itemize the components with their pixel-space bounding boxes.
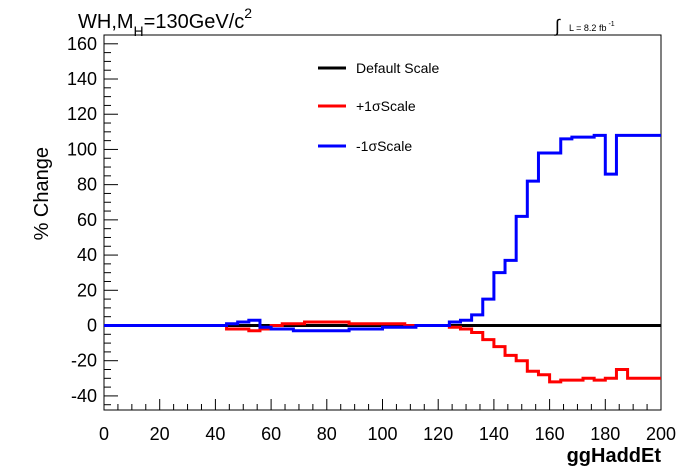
series-layer [104, 133, 661, 384]
x-tick-label: 0 [99, 424, 109, 444]
axis-ticks [103, 34, 662, 410]
x-tick-labels: 0 20 40 60 80 100 120 140 160 180 200 [99, 424, 676, 444]
y-axis-label: % Change [31, 147, 53, 240]
x-tick-label: 140 [479, 424, 509, 444]
y-tick-label: 120 [67, 104, 97, 124]
legend-label-plus1sigma: +1σScale [356, 98, 416, 114]
x-tick-label: 180 [590, 424, 620, 444]
x-tick-label: 160 [535, 424, 565, 444]
legend: Default Scale +1σScale -1σScale [318, 60, 439, 154]
title-main: WH,MH=130GeV/c2 [78, 5, 252, 39]
x-tick-label: 120 [423, 424, 453, 444]
legend-label-default: Default Scale [356, 60, 439, 76]
y-tick-label: -40 [71, 386, 97, 406]
x-tick-label: 20 [150, 424, 170, 444]
x-tick-label: 200 [646, 424, 676, 444]
y-tick-label: 80 [77, 175, 97, 195]
chart-title: WH,MH=130GeV/c2 [78, 5, 252, 39]
y-tick-label: 20 [77, 280, 97, 300]
y-tick-label: 160 [67, 34, 97, 54]
series-minus1sigma-scale [104, 133, 661, 333]
luminosity-label: ∫ L = 8.2 fb -1 [553, 16, 615, 36]
x-tick-label: 40 [205, 424, 225, 444]
lumi-text: L = 8.2 fb -1 [569, 21, 615, 33]
plot-frame [103, 34, 662, 411]
x-tick-label: 80 [317, 424, 337, 444]
series-plus1sigma-scale [104, 320, 661, 384]
y-tick-label: 40 [77, 245, 97, 265]
integral-symbol: ∫ [553, 16, 561, 36]
title-rest: =130GeV/c [144, 11, 245, 33]
y-tick-label: -20 [71, 351, 97, 371]
y-tick-labels: -40 -20 0 20 40 60 80 100 120 140 160 [67, 34, 97, 406]
x-tick-label: 100 [367, 424, 397, 444]
y-tick-label: 0 [87, 315, 97, 335]
y-tick-label: 140 [67, 69, 97, 89]
y-tick-label: 60 [77, 210, 97, 230]
x-tick-label: 60 [261, 424, 281, 444]
title-superscript: 2 [244, 5, 252, 21]
title-subscript: H [134, 23, 144, 39]
y-tick-label: 100 [67, 139, 97, 159]
legend-label-minus1sigma: -1σScale [356, 138, 412, 154]
x-axis-label: ggHaddEt [567, 445, 662, 467]
